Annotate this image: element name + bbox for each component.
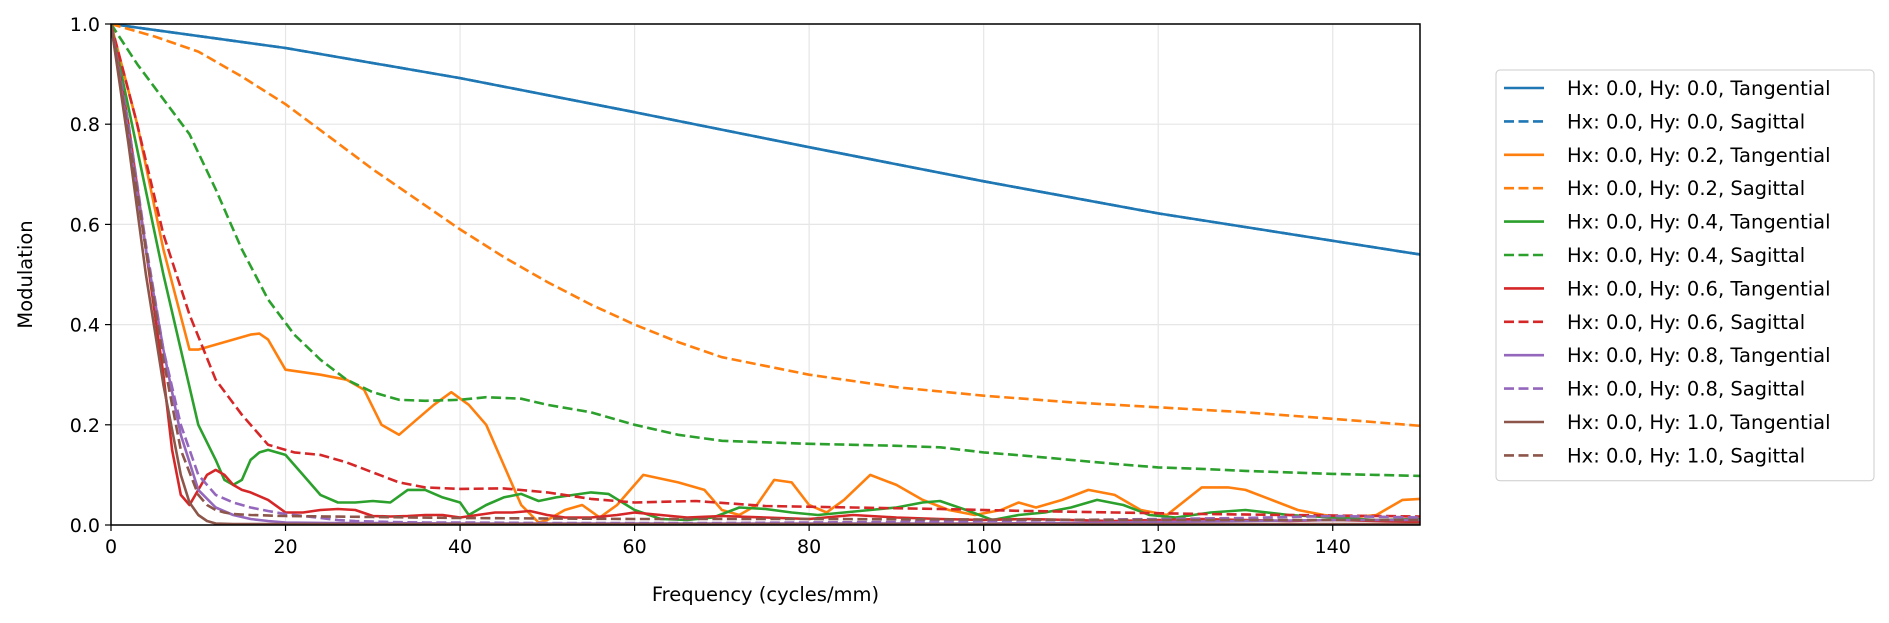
series-line-8 xyxy=(111,24,1420,518)
legend-label: Hx: 0.0, Hy: 1.0, Sagittal xyxy=(1567,444,1805,467)
series-line-6 xyxy=(111,24,1420,478)
series-line-5 xyxy=(111,24,1420,522)
legend-label: Hx: 0.0, Hy: 0.0, Sagittal xyxy=(1567,110,1805,133)
x-axis-label: Frequency (cycles/mm) xyxy=(652,583,879,606)
legend-label: Hx: 0.0, Hy: 0.0, Tangential xyxy=(1567,77,1831,100)
x-tick-label: 120 xyxy=(1140,536,1176,558)
legend-label: Hx: 0.0, Hy: 0.2, Tangential xyxy=(1567,144,1831,167)
legend: Hx: 0.0, Hy: 0.0, Tangential Hx: 0.0, Hy:… xyxy=(1495,69,1875,482)
series-line-11 xyxy=(111,24,1420,525)
legend-item: Hx: 0.0, Hy: 0.4, Tangential xyxy=(1504,211,1831,234)
y-tick-label: 1.0 xyxy=(70,14,100,36)
x-tick-label: 40 xyxy=(448,536,472,558)
series-line-10 xyxy=(111,24,1420,525)
y-axis-label: Modulation xyxy=(14,220,37,328)
legend-label: Hx: 0.0, Hy: 1.0, Tangential xyxy=(1567,411,1831,434)
y-tick-label: 0.8 xyxy=(70,114,100,136)
y-tick-label: 0.4 xyxy=(70,315,100,337)
legend-label: Hx: 0.0, Hy: 0.4, Tangential xyxy=(1567,211,1831,234)
plot-frame xyxy=(110,23,1421,526)
legend-label: Hx: 0.0, Hy: 0.4, Sagittal xyxy=(1567,244,1805,267)
legend-label: Hx: 0.0, Hy: 0.6, Sagittal xyxy=(1567,311,1805,334)
axis-ticks: 0 20 40 60 80 100 120 140 0.0 0.2 0.4 0.6 0.8 1.0 xyxy=(70,14,1351,558)
x-tick-label: 80 xyxy=(797,536,821,558)
legend-item: Hx: 0.0, Hy: 0.0, Tangential xyxy=(1504,77,1831,100)
legend-item: Hx: 0.0, Hy: 1.0, Sagittal xyxy=(1504,444,1805,467)
legend-item: Hx: 0.0, Hy: 0.0, Sagittal xyxy=(1504,110,1805,133)
legend-item: Hx: 0.0, Hy: 0.6, Sagittal xyxy=(1504,311,1805,334)
legend-label: Hx: 0.0, Hy: 0.6, Tangential xyxy=(1567,277,1831,300)
x-tick-label: 20 xyxy=(273,536,297,558)
legend-box xyxy=(1495,69,1875,482)
legend-label: Hx: 0.0, Hy: 0.8, Sagittal xyxy=(1567,378,1805,401)
legend-item: Hx: 0.0, Hy: 0.4, Sagittal xyxy=(1504,244,1805,267)
series-line-2 xyxy=(111,24,1420,256)
x-tick-label: 60 xyxy=(623,536,647,558)
legend-label: Hx: 0.0, Hy: 0.8, Tangential xyxy=(1567,344,1831,367)
x-tick-label: 140 xyxy=(1315,536,1351,558)
legend-item: Hx: 0.0, Hy: 0.2, Tangential xyxy=(1504,144,1831,167)
series-line-12 xyxy=(111,24,1420,522)
series-lines xyxy=(111,24,1420,525)
y-tick-label: 0.0 xyxy=(70,515,100,537)
y-tick-label: 0.6 xyxy=(70,214,100,236)
legend-label: Hx: 0.0, Hy: 0.2, Sagittal xyxy=(1567,177,1805,200)
legend-item: Hx: 0.0, Hy: 0.8, Sagittal xyxy=(1504,378,1805,401)
legend-items: Hx: 0.0, Hy: 0.0, Tangential Hx: 0.0, Hy:… xyxy=(1504,77,1831,467)
x-tick-label: 0 xyxy=(105,536,117,558)
y-tick-label: 0.2 xyxy=(70,415,100,437)
legend-item: Hx: 0.0, Hy: 0.6, Tangential xyxy=(1504,277,1831,300)
legend-item: Hx: 0.0, Hy: 0.2, Sagittal xyxy=(1504,177,1805,200)
legend-item: Hx: 0.0, Hy: 0.8, Tangential xyxy=(1504,344,1831,367)
series-line-4 xyxy=(111,24,1420,428)
legend-item: Hx: 0.0, Hy: 1.0, Tangential xyxy=(1504,411,1831,434)
series-line-3 xyxy=(111,24,1420,524)
x-tick-label: 100 xyxy=(966,536,1002,558)
